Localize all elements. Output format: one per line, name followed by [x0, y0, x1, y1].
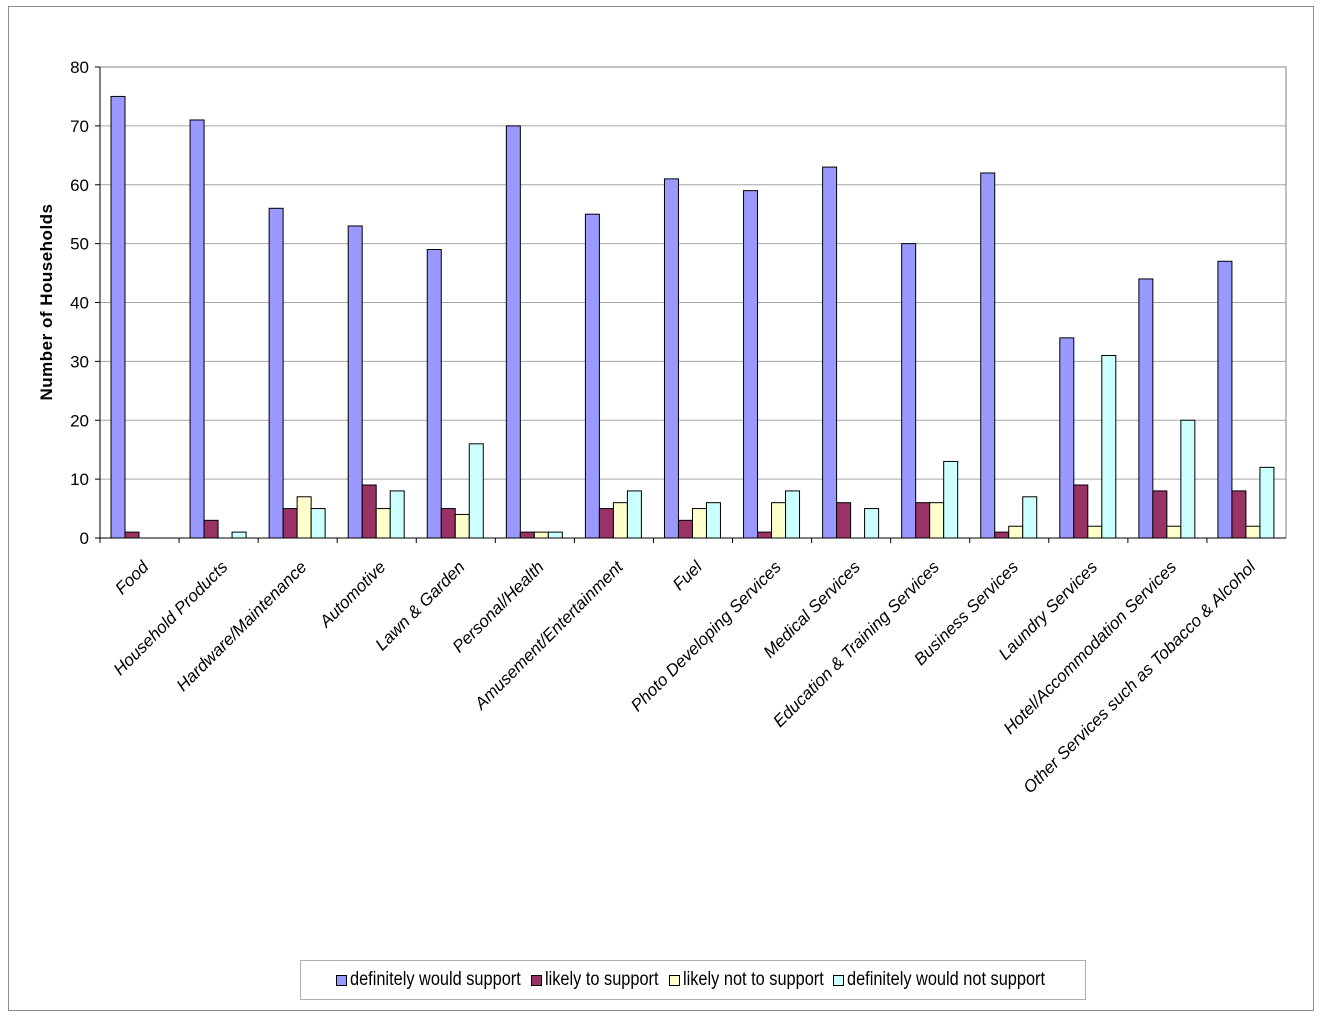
bar	[1073, 484, 1089, 539]
bar	[203, 519, 219, 539]
bar	[1101, 354, 1117, 539]
bar	[663, 178, 679, 539]
bar	[389, 490, 405, 539]
legend-label: definitely would not support	[847, 969, 1046, 990]
y-tick-label: 60	[70, 176, 89, 195]
bar	[282, 508, 298, 539]
x-category-label: Amusement/Entertainment	[470, 556, 627, 713]
bar	[1008, 525, 1024, 539]
legend: definitely would support likely to suppor…	[300, 960, 1086, 1000]
y-tick-label: 80	[70, 58, 89, 77]
bar	[1231, 490, 1247, 539]
bar	[929, 502, 945, 539]
bar	[771, 502, 787, 539]
bars	[110, 95, 1275, 539]
legend-swatch	[336, 974, 348, 986]
bar	[785, 490, 801, 539]
bar	[743, 190, 759, 539]
bar	[612, 502, 628, 539]
gridlines	[100, 66, 1286, 480]
legend-swatch	[833, 974, 845, 986]
bar	[1022, 496, 1038, 539]
bar	[1138, 278, 1154, 539]
x-category-label: Photo Developing Services	[627, 557, 785, 715]
bar	[584, 213, 600, 539]
bar	[705, 502, 721, 539]
bar	[231, 531, 247, 539]
bar	[901, 243, 917, 539]
bar	[310, 508, 326, 539]
legend-swatch	[668, 974, 680, 986]
bar	[426, 249, 442, 539]
x-category-label: Automotive	[315, 557, 389, 631]
bar	[296, 496, 312, 539]
chart-frame	[8, 6, 1314, 1011]
bar	[547, 531, 563, 539]
bar	[533, 531, 549, 539]
x-category-label: Hotel/Accommodation Services	[1000, 557, 1181, 738]
bar	[691, 508, 707, 539]
bar	[440, 508, 456, 539]
bar	[1059, 337, 1075, 539]
y-tick-labels: 0 10 20 30 40 50 60 70 80	[70, 58, 89, 548]
legend-label: likely to support	[545, 969, 659, 990]
y-tick-label: 10	[70, 470, 89, 489]
y-axis-title: Number of Households	[37, 203, 56, 400]
y-tick-label: 20	[70, 411, 89, 430]
bar	[110, 95, 126, 539]
bar	[626, 490, 642, 539]
y-tick-label: 40	[70, 294, 89, 313]
bar	[1087, 525, 1103, 539]
bar	[1180, 419, 1196, 539]
legend-item: likely to support	[531, 969, 663, 991]
bar	[454, 513, 470, 539]
x-category-label: Food	[112, 557, 153, 598]
bar	[915, 502, 931, 539]
bar	[468, 443, 484, 539]
legend-item: likely not to support	[668, 969, 828, 991]
bar	[268, 207, 284, 539]
bar	[677, 519, 693, 539]
bar	[980, 172, 996, 539]
bar	[519, 531, 535, 539]
bar	[361, 484, 377, 539]
bar	[598, 508, 614, 539]
bar	[1152, 490, 1168, 539]
bar	[1217, 260, 1233, 539]
y-tick-label: 30	[70, 352, 89, 371]
bar	[1166, 525, 1182, 539]
legend-item: definitely would not support	[833, 969, 1049, 991]
bar	[822, 166, 838, 539]
y-tick-label: 70	[70, 117, 89, 136]
bar	[1259, 466, 1275, 539]
y-tick-label: 0	[80, 529, 89, 548]
legend-label: definitely would support	[350, 969, 522, 990]
bar	[189, 119, 205, 539]
bar	[943, 460, 959, 539]
x-category-label: Hardware/Maintenance	[173, 557, 311, 695]
x-category-label: Education & Training Services	[769, 557, 943, 731]
bar	[836, 502, 852, 539]
legend-swatch	[531, 974, 543, 986]
bar	[505, 125, 521, 539]
bar	[124, 531, 140, 539]
bar	[864, 508, 880, 539]
x-category-label: Fuel	[669, 557, 707, 595]
bar	[347, 225, 363, 539]
axes	[95, 66, 1287, 543]
bar	[1245, 525, 1261, 539]
bar	[757, 531, 773, 539]
legend-label: likely not to support	[682, 969, 824, 990]
legend-item: definitely would support	[336, 969, 525, 991]
bar	[994, 531, 1010, 539]
bar	[375, 508, 391, 539]
y-tick-label: 50	[70, 235, 89, 254]
